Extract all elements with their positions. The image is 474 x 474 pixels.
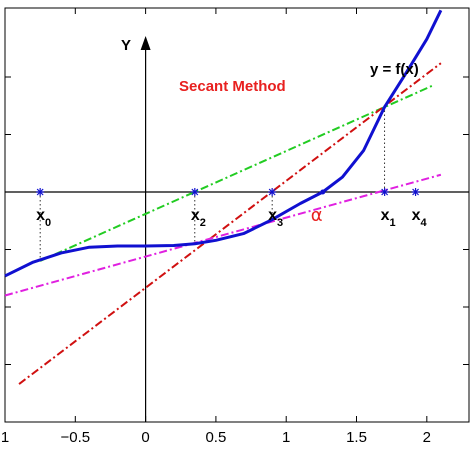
y-axis-label: Y [121, 37, 131, 54]
iterate-label: x2 [191, 207, 206, 229]
iterate-subscript: 1 [390, 217, 396, 229]
x-tick-label: 2 [423, 429, 431, 446]
x-tick-label: 1.5 [346, 429, 367, 446]
iterate-label: x0 [36, 207, 51, 229]
x-tick-label: 1 [1, 429, 9, 446]
x-tick-label: 0 [141, 429, 149, 446]
axes [5, 36, 469, 422]
iterate-marker [268, 188, 277, 196]
curve-label: y = f(x) [370, 61, 419, 78]
series-group [4, 9, 443, 385]
root-alpha-label: α [311, 205, 323, 226]
iterate-marker [380, 188, 389, 196]
iterate-subscript: 4 [420, 217, 427, 229]
iterate-label: x3 [268, 207, 283, 229]
root-point [320, 189, 326, 195]
x-tick-label: 0.5 [205, 429, 226, 446]
marker-stroke [36, 188, 44, 196]
y-axis-arrow [140, 36, 151, 50]
iterate-label: x4 [412, 207, 428, 229]
plot-frame [4, 7, 470, 423]
iterate-marker [411, 188, 420, 196]
function-curve [4, 9, 443, 278]
secant-line [4, 173, 442, 297]
chart-title: Secant Method [179, 78, 286, 95]
secant-line [39, 84, 435, 262]
guide-lines [39, 106, 386, 260]
iterate-subscript: 0 [45, 217, 51, 229]
marker-stroke [412, 188, 419, 196]
iterate-markers [36, 188, 420, 196]
marker-stroke [381, 188, 389, 196]
iterate-subscript: 3 [277, 217, 283, 229]
iterate-marker [36, 188, 45, 196]
iterate-label: x1 [381, 207, 396, 229]
x-tick-label: −0.5 [60, 429, 90, 446]
iterate-subscript: 2 [200, 217, 206, 229]
marker-stroke [268, 188, 276, 196]
marker-stroke [191, 188, 199, 196]
secant-line [18, 62, 442, 385]
labels-group: x0 x1 x2 x3 x4 α [36, 189, 428, 229]
x-tick-label: 1 [282, 429, 290, 446]
iterate-marker [190, 188, 199, 196]
axis-ticks: 1 −0.5 0 0.5 1 1.5 2 [1, 8, 469, 446]
